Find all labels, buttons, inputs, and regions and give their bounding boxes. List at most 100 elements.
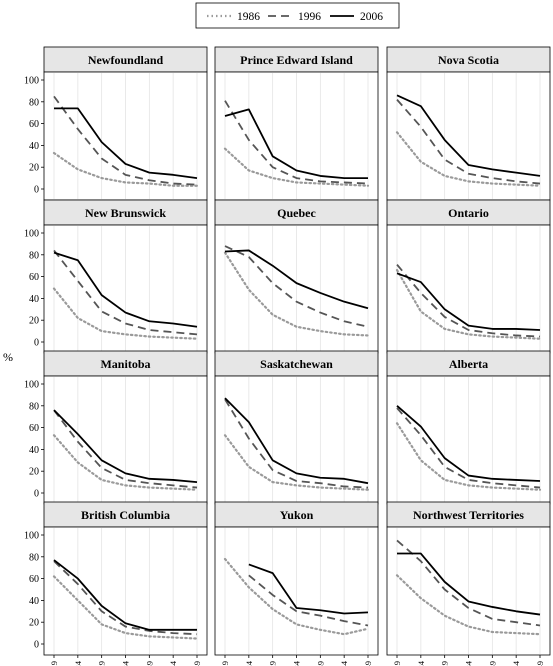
series-line-2006 xyxy=(53,251,198,328)
y-tick-label: 40 xyxy=(29,445,39,456)
series-line-2006 xyxy=(224,397,369,485)
legend-label-1996: 1996 xyxy=(298,11,321,23)
y-tick-label: 100 xyxy=(24,76,39,87)
x-tick-label: 40-44 xyxy=(511,660,521,666)
panel-title: Ontario xyxy=(448,206,489,220)
x-tick-label: 25-29 xyxy=(440,661,450,666)
series-line-1986 xyxy=(52,434,199,491)
panel-title: Quebec xyxy=(277,206,316,220)
series-line-1996 xyxy=(53,249,198,336)
panel-strip xyxy=(43,501,208,528)
panel-title: Yukon xyxy=(280,508,314,522)
y-tick-label: 0 xyxy=(34,338,39,349)
series-line-1986 xyxy=(223,434,370,491)
panel-ontario: Ontario xyxy=(386,199,551,354)
panel-strip xyxy=(386,199,551,226)
series-line-1996 xyxy=(396,99,541,185)
x-tick-label: 20-24 xyxy=(416,660,426,666)
series-line-1986 xyxy=(395,574,542,636)
panel-quebec: Quebec xyxy=(214,199,379,354)
panel-prince-edward-island: Prince Edward Island xyxy=(214,46,379,201)
y-tick-label: 100 xyxy=(24,380,39,391)
x-tick-label: 20-24 xyxy=(244,660,254,666)
series-line-2006 xyxy=(396,405,541,482)
series-line-1986 xyxy=(223,147,370,187)
series-line-1996 xyxy=(224,398,369,489)
series-line-1996 xyxy=(396,264,541,338)
panel-strip xyxy=(214,199,379,226)
series-line-1986 xyxy=(52,151,199,187)
y-tick-label: 40 xyxy=(29,141,39,152)
panel-strip xyxy=(43,350,208,377)
panel-title: Newfoundland xyxy=(88,53,164,67)
series-line-1986 xyxy=(395,422,542,491)
x-tick-label: 35-39 xyxy=(487,661,497,666)
y-tick-label: 100 xyxy=(24,229,39,240)
series-line-1996 xyxy=(396,407,541,489)
panel-nova-scotia: Nova Scotia xyxy=(386,46,551,201)
y-tick-label: 60 xyxy=(29,119,39,130)
series-line-2006 xyxy=(53,559,197,631)
series-line-2006 xyxy=(397,552,541,616)
y-tick-label: 20 xyxy=(29,163,39,174)
x-tick-label: 15-19 xyxy=(49,661,59,666)
panel-strip xyxy=(386,350,551,377)
series-line-1996 xyxy=(224,245,369,328)
x-tick-label: 40-44 xyxy=(339,660,349,666)
y-tick-label: 0 xyxy=(34,489,39,500)
legend: 1986 1996 2006 xyxy=(195,2,400,29)
y-tick-label: 80 xyxy=(29,401,39,412)
legend-label-1986: 1986 xyxy=(237,11,260,23)
series-line-2006 xyxy=(396,94,541,177)
series-line-1986 xyxy=(395,131,542,187)
panel-title: New Brunswick xyxy=(85,206,166,220)
panel-strip xyxy=(386,46,551,73)
x-tick-label: 25-29 xyxy=(97,661,107,666)
y-tick-label: 80 xyxy=(29,97,39,108)
panel-strip xyxy=(214,46,379,73)
series-line-1996 xyxy=(248,574,369,627)
series-line-1996 xyxy=(53,409,198,489)
series-line-2006 xyxy=(396,272,541,331)
y-tick-label: 80 xyxy=(29,250,39,261)
panel-yukon: Yukon 15-19 20-24 25-29 30-34 35-39 40-44 45-49 xyxy=(214,501,379,666)
panel-manitoba: Manitoba 0 20 40 60 80 100 xyxy=(24,350,208,505)
series-line-1996 xyxy=(53,560,198,636)
y-tick-label: 0 xyxy=(34,640,39,651)
y-tick-label: 60 xyxy=(29,574,39,585)
y-tick-label: 20 xyxy=(29,316,39,327)
panel-northwest-territories: Northwest Territories 15-19 20-24 25-29 30-3… xyxy=(386,501,551,666)
panel-strip xyxy=(43,199,208,226)
panel-newfoundland: Newfoundland 0 20 40 60 80 100 xyxy=(24,46,208,201)
series-line-1986 xyxy=(52,287,199,340)
x-tick-label: 30-34 xyxy=(121,660,131,666)
x-tick-label: 30-34 xyxy=(292,660,302,666)
panel-alberta: Alberta xyxy=(386,350,551,505)
series-line-1996 xyxy=(53,95,198,186)
panel-british-columbia: British Columbia 0 20 40 60 80 100 15-19 20-24 25… xyxy=(24,501,208,666)
panel-title: Prince Edward Island xyxy=(240,53,353,67)
y-tick-label: 20 xyxy=(29,618,39,629)
series-line-2006 xyxy=(53,409,198,483)
series-line-1986 xyxy=(52,575,199,640)
panel-strip xyxy=(386,501,551,528)
legend-label-2006: 2006 xyxy=(360,11,383,23)
series-line-1986 xyxy=(395,268,542,340)
series-line-1986 xyxy=(223,251,370,337)
series-line-2006 xyxy=(54,107,198,179)
series-line-1996 xyxy=(224,100,369,185)
y-tick-label: 40 xyxy=(29,596,39,607)
y-tick-label: 60 xyxy=(29,423,39,434)
x-tick-label: 15-19 xyxy=(220,661,230,666)
y-tick-label: 80 xyxy=(29,552,39,563)
panel-title: British Columbia xyxy=(81,508,170,522)
y-tick-label: 0 xyxy=(34,185,39,196)
x-tick-label: 40-44 xyxy=(168,660,178,666)
x-tick-label: 45-49 xyxy=(363,661,373,666)
x-tick-label: 45-49 xyxy=(535,661,545,666)
y-tick-label: 20 xyxy=(29,467,39,478)
x-tick-label: 15-19 xyxy=(392,661,402,666)
x-tick-label: 35-39 xyxy=(315,661,325,666)
panel-title: Northwest Territories xyxy=(413,508,524,522)
